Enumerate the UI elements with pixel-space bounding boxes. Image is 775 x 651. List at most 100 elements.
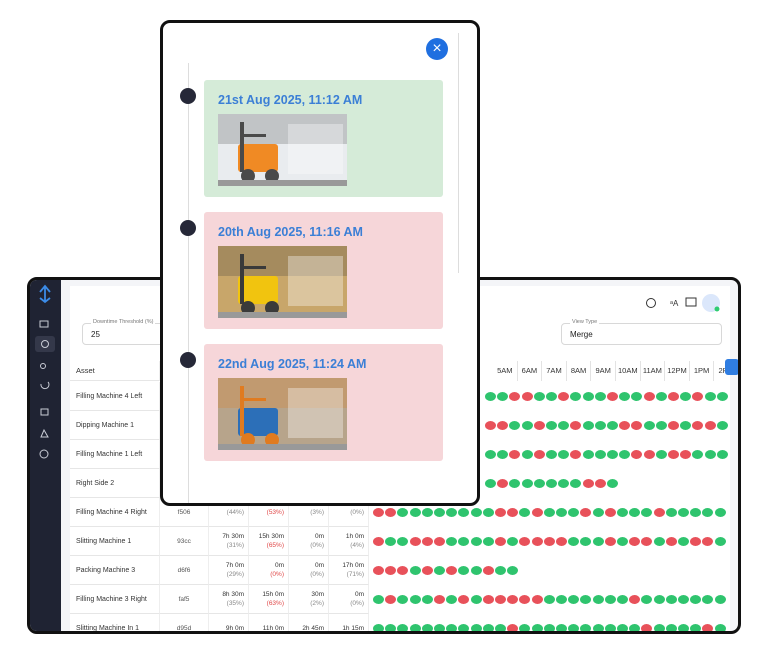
photo bbox=[218, 378, 347, 450]
asset-name: Filling Machine 3 Right bbox=[70, 585, 160, 614]
status-dot bbox=[580, 537, 592, 546]
status-dot bbox=[409, 508, 421, 517]
status-dot bbox=[434, 566, 445, 575]
status-dot bbox=[653, 624, 665, 631]
status-dot bbox=[558, 450, 570, 459]
duration-cell: 7h 0m (29%) bbox=[209, 556, 249, 585]
hour-header: 7AM bbox=[542, 361, 567, 381]
timeline-bullet bbox=[180, 220, 196, 236]
duration: 2h 45m bbox=[302, 624, 324, 632]
share: (0%) bbox=[270, 571, 284, 578]
status-dot bbox=[607, 392, 618, 401]
status-dot bbox=[519, 537, 531, 546]
asset-name: Slitting Machine 1 bbox=[70, 527, 160, 556]
duration: 30m bbox=[311, 591, 324, 598]
status-dot bbox=[373, 595, 384, 604]
nav-icon[interactable] bbox=[40, 408, 49, 416]
event-image bbox=[218, 378, 347, 450]
status-dot bbox=[556, 537, 567, 546]
status-dot bbox=[592, 624, 604, 631]
hour-header: 1PM bbox=[690, 361, 715, 381]
event-card[interactable]: 20th Aug 2025, 11:16 AM bbox=[204, 212, 443, 329]
status-dot bbox=[580, 624, 592, 631]
status-dot bbox=[668, 450, 679, 459]
status-dot bbox=[397, 537, 409, 546]
duration: 11h 0m bbox=[262, 624, 284, 632]
status-dot bbox=[604, 595, 616, 604]
nav-icon[interactable] bbox=[39, 449, 49, 459]
hour-header: 6AM bbox=[518, 361, 543, 381]
status-dot bbox=[495, 624, 506, 631]
status-dot bbox=[568, 537, 580, 546]
status-dot bbox=[409, 624, 421, 631]
status-dot bbox=[509, 479, 521, 488]
status-dot bbox=[470, 624, 482, 631]
close-button[interactable]: × bbox=[426, 38, 448, 60]
status-dot bbox=[482, 508, 494, 517]
status-dot bbox=[594, 392, 606, 401]
status-dot bbox=[607, 479, 618, 488]
status-dot bbox=[714, 508, 726, 517]
status-dot bbox=[568, 595, 580, 604]
status-dot bbox=[546, 450, 557, 459]
status-dot bbox=[470, 595, 482, 604]
status-dot bbox=[653, 508, 665, 517]
status-dot bbox=[421, 537, 433, 546]
modal: × 21st Aug 2025, 11:12 AM 20th Aug 2025,… bbox=[160, 20, 480, 506]
status-dot bbox=[558, 479, 570, 488]
duration: 15h 0m bbox=[262, 591, 284, 598]
sidebar bbox=[30, 280, 61, 631]
duration-cell: (44%) bbox=[209, 498, 249, 527]
history-icon[interactable] bbox=[646, 298, 656, 308]
status-dot bbox=[385, 624, 397, 631]
status-dot bbox=[592, 595, 604, 604]
status-dot bbox=[641, 508, 653, 517]
asset-name: Filling Machine 4 Right bbox=[70, 498, 160, 527]
share: (4%) bbox=[350, 542, 364, 549]
status-dot bbox=[704, 450, 716, 459]
filter-field[interactable]: View Type Merge bbox=[561, 319, 722, 345]
status-dot bbox=[485, 479, 496, 488]
status-dot bbox=[458, 595, 470, 604]
share: (65%) bbox=[266, 542, 284, 549]
settings-tab[interactable] bbox=[725, 359, 738, 375]
status-dot bbox=[385, 508, 397, 517]
nav-icon[interactable] bbox=[40, 428, 49, 438]
hour-header: 9AM bbox=[591, 361, 616, 381]
status-dot bbox=[568, 624, 580, 631]
status-dot bbox=[692, 392, 704, 401]
status-dot bbox=[582, 392, 594, 401]
translate-icon[interactable]: ᵃA bbox=[670, 299, 679, 308]
share: (0%) bbox=[310, 571, 324, 578]
status-dot bbox=[546, 392, 557, 401]
status-dot bbox=[519, 624, 531, 631]
status-dot bbox=[617, 537, 628, 546]
nav-icon[interactable] bbox=[40, 363, 46, 369]
event-card[interactable]: 22nd Aug 2025, 11:24 AM bbox=[204, 344, 443, 461]
status-dot bbox=[704, 421, 716, 430]
event-card[interactable]: 21st Aug 2025, 11:12 AM bbox=[204, 80, 443, 197]
status-dot bbox=[690, 595, 702, 604]
screen-icon[interactable] bbox=[685, 297, 697, 307]
status-dot bbox=[521, 479, 533, 488]
filter-field[interactable]: Downtime Threshold (%) 25 bbox=[82, 319, 164, 345]
status-dot bbox=[716, 421, 728, 430]
duration-cell: 11h 0m bbox=[249, 614, 289, 632]
status-dot bbox=[482, 595, 494, 604]
filter-label: Downtime Threshold (%) bbox=[91, 319, 156, 325]
status-dot bbox=[668, 392, 679, 401]
status-dot bbox=[607, 450, 618, 459]
status-dot bbox=[680, 450, 692, 459]
status-dot bbox=[446, 595, 458, 604]
status-dot bbox=[556, 624, 567, 631]
nav-active[interactable] bbox=[35, 336, 55, 352]
status-dot bbox=[582, 479, 594, 488]
event-date: 20th Aug 2025, 11:16 AM bbox=[218, 225, 363, 239]
status-dot bbox=[580, 595, 592, 604]
scrollbar bbox=[458, 33, 459, 273]
status-dot bbox=[690, 537, 702, 546]
nav-icon[interactable] bbox=[40, 381, 50, 390]
nav-icon[interactable] bbox=[41, 340, 49, 348]
nav-icon[interactable] bbox=[39, 320, 49, 328]
share: (31%) bbox=[226, 542, 244, 549]
